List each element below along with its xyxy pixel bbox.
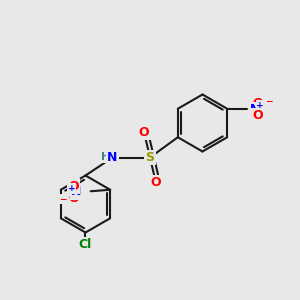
Text: N: N <box>107 151 118 164</box>
Text: N: N <box>250 103 260 116</box>
Text: S: S <box>146 151 154 164</box>
Text: O: O <box>68 192 79 205</box>
Text: +: + <box>68 184 75 193</box>
Text: O: O <box>139 125 149 139</box>
Text: N: N <box>71 185 82 198</box>
Text: +: + <box>256 101 264 110</box>
Text: −: − <box>59 195 67 204</box>
Text: O: O <box>253 109 263 122</box>
Text: O: O <box>253 97 263 110</box>
Text: −: − <box>265 97 272 106</box>
Text: O: O <box>68 180 79 193</box>
Text: H: H <box>101 152 110 162</box>
Text: Cl: Cl <box>79 238 92 251</box>
Text: O: O <box>151 176 161 190</box>
